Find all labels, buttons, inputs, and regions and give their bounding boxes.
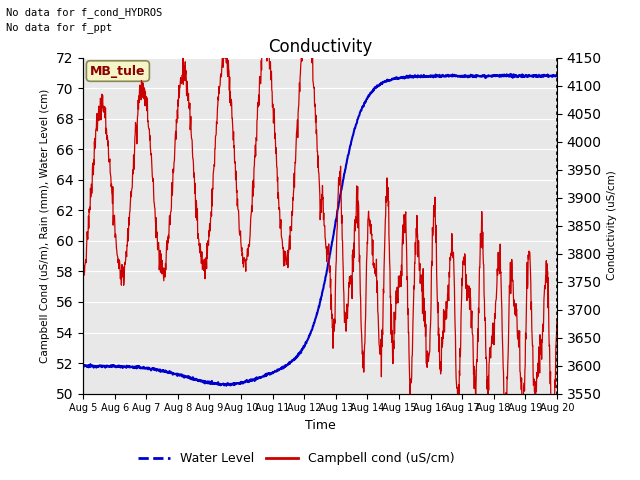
X-axis label: Time: Time bbox=[305, 419, 335, 432]
Y-axis label: Conductivity (uS/cm): Conductivity (uS/cm) bbox=[607, 171, 617, 280]
Text: No data for f_cond_HYDROS: No data for f_cond_HYDROS bbox=[6, 7, 163, 18]
Title: Conductivity: Conductivity bbox=[268, 38, 372, 56]
Text: No data for f_ppt: No data for f_ppt bbox=[6, 22, 113, 33]
Y-axis label: Campbell Cond (uS/m), Rain (mm), Water Level (cm): Campbell Cond (uS/m), Rain (mm), Water L… bbox=[40, 88, 50, 363]
Text: MB_tule: MB_tule bbox=[90, 64, 146, 78]
Legend: Water Level, Campbell cond (uS/cm): Water Level, Campbell cond (uS/cm) bbox=[133, 447, 460, 470]
